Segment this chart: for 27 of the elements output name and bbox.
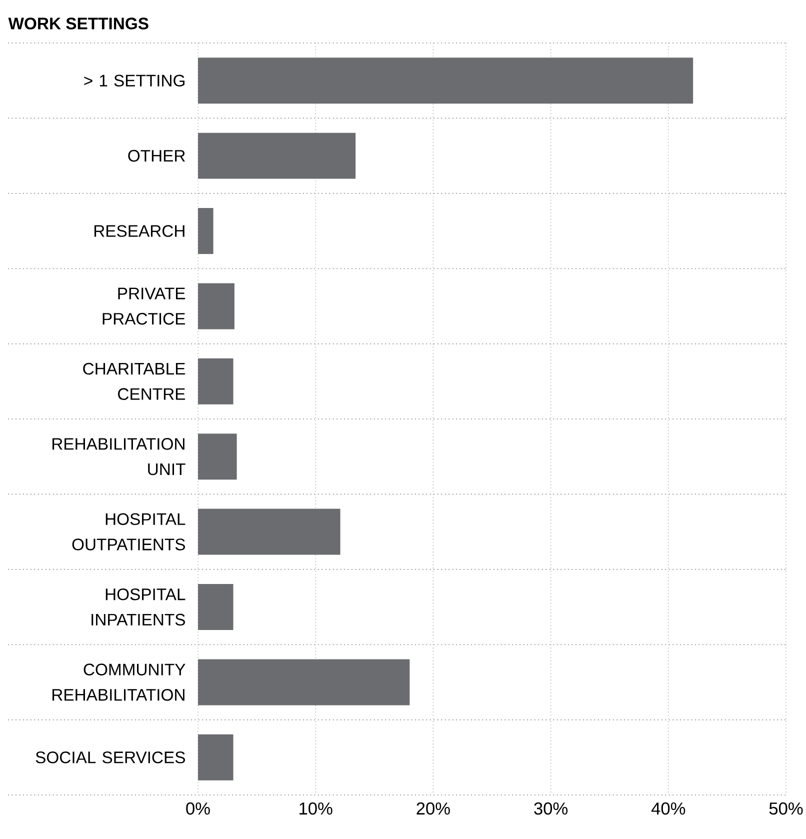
bar bbox=[198, 283, 234, 330]
bar bbox=[198, 208, 214, 254]
x-tick-label: 10% bbox=[300, 802, 332, 815]
y-tick-label: > 1 SETTING bbox=[84, 74, 184, 87]
y-tick-label: HOSPITAL OUTPATIENTS bbox=[72, 513, 186, 550]
bar bbox=[198, 434, 237, 480]
bar bbox=[198, 734, 234, 780]
y-tick-label: SOCIAL SERVICES bbox=[36, 752, 185, 764]
y-tick-label: OTHER bbox=[128, 150, 185, 162]
x-tick-label: 50% bbox=[769, 802, 803, 815]
y-tick-label: HOSPITAL INPATIENTS bbox=[92, 588, 186, 626]
chart-title: WORK SETTINGS bbox=[8, 18, 148, 30]
bar bbox=[198, 358, 234, 404]
x-tick-label: 20% bbox=[416, 802, 450, 815]
bar bbox=[198, 508, 340, 555]
y-tick-label: REHABILITATION UNIT bbox=[52, 438, 186, 476]
x-tick-label: 30% bbox=[534, 802, 568, 815]
bar bbox=[198, 659, 410, 706]
bar bbox=[198, 584, 234, 630]
y-tick-label: CHARITABLE CENTRE bbox=[83, 362, 186, 400]
bar bbox=[198, 132, 356, 179]
y-tick-label: COMMUNITY REHABILITATION bbox=[52, 664, 186, 701]
x-tick-label: 40% bbox=[651, 802, 686, 815]
x-tick-label: 0% bbox=[186, 802, 210, 815]
y-tick-label: PRIVATE PRACTICE bbox=[102, 288, 186, 325]
y-tick-label: RESEARCH bbox=[94, 225, 184, 237]
bar bbox=[198, 58, 694, 104]
